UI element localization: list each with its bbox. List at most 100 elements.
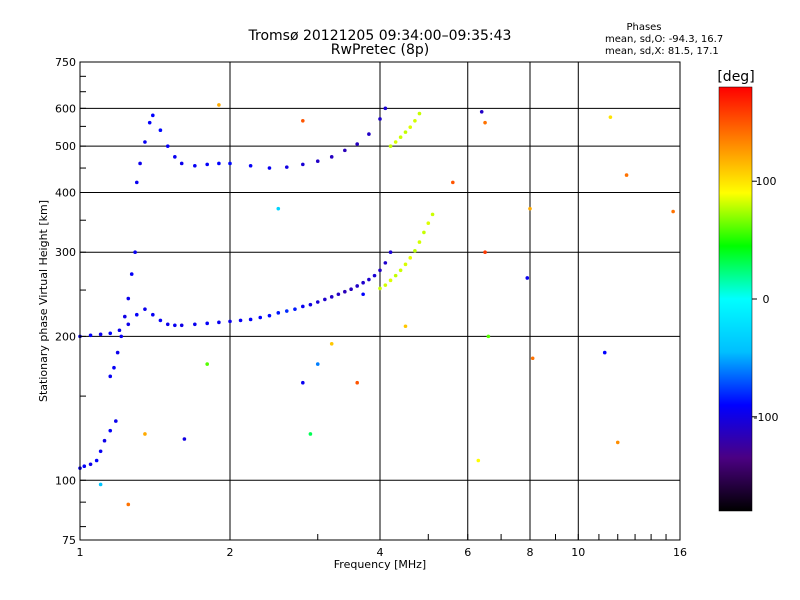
echo-point [205, 362, 209, 366]
y-axis-title: Stationary phase Virtual Height [km] [37, 200, 50, 402]
echo-point [528, 206, 532, 211]
echo-point [451, 180, 455, 185]
echo-point [408, 256, 413, 260]
y-tick-label: 300 [55, 246, 76, 259]
echo-point [205, 162, 209, 167]
echo-point [182, 437, 187, 441]
echo-point [88, 462, 93, 467]
echo-point [284, 309, 289, 313]
echo-point [367, 277, 371, 282]
echo-point [193, 163, 197, 168]
echo-point [383, 261, 388, 265]
x-axis-title: Frequency [MHz] [334, 558, 426, 571]
echo-point [479, 110, 484, 114]
echo-point [301, 304, 305, 309]
echo-point [126, 296, 131, 301]
echo-point [426, 221, 431, 226]
echo-point [151, 312, 155, 317]
echo-point [126, 502, 131, 507]
colorbar: [deg] 100 0 -100 [717, 69, 779, 512]
echo-point [525, 276, 530, 280]
echo-point [476, 458, 481, 463]
echo-point [173, 155, 177, 159]
colorbar-tick-label: 100 [756, 175, 777, 188]
echo-point [258, 315, 263, 320]
echo-point [82, 464, 87, 469]
echo-point [117, 328, 122, 333]
echo-point [98, 482, 103, 487]
echo-point [143, 432, 147, 436]
echo-point [119, 334, 124, 339]
echo-point [238, 318, 243, 323]
echo-point [483, 120, 487, 125]
colorbar-tick-label: 0 [763, 293, 770, 306]
echo-point [179, 323, 184, 328]
echo-point [430, 212, 435, 217]
echo-point [408, 125, 413, 129]
echo-point [88, 333, 93, 338]
echo-point [217, 161, 221, 166]
echo-point [284, 165, 289, 169]
chart-title: Tromsø 20121205 09:34:00–09:35:43 [248, 28, 512, 44]
echo-point [165, 144, 170, 148]
echo-point [383, 106, 388, 111]
echo-point [608, 115, 613, 119]
echo-point [378, 268, 382, 273]
echo-point [378, 117, 382, 121]
echo-point [122, 314, 127, 319]
echo-point [388, 278, 393, 283]
echo-point [248, 317, 253, 322]
colorbar-tick-label: -100 [754, 411, 779, 424]
echo-point [112, 365, 116, 370]
echo-point [193, 322, 197, 327]
gridlines [80, 62, 680, 540]
echo-point [403, 130, 408, 134]
echo-point [413, 249, 417, 253]
echo-point [343, 289, 347, 294]
echo-point [329, 341, 334, 346]
echo-point [267, 166, 272, 170]
echo-point [98, 332, 103, 337]
echo-point [530, 356, 535, 361]
echo-point [94, 458, 99, 463]
echo-point [151, 113, 155, 118]
echo-point [217, 320, 221, 325]
echo-point [355, 380, 359, 385]
echo-point [615, 440, 620, 445]
echo-point [323, 297, 327, 302]
y-tick-label: 200 [55, 330, 76, 343]
y-axis: 75 100 200 300 400 500 600 750 [55, 56, 86, 547]
echo-point [349, 287, 353, 292]
echo-point [267, 313, 272, 318]
echo-point [315, 300, 320, 304]
echo-point [114, 419, 118, 423]
y-tick-label: 400 [55, 186, 76, 199]
echo-point [217, 103, 221, 107]
echo-point [205, 321, 209, 326]
echo-point [367, 132, 371, 136]
x-tick-label: 10 [571, 546, 585, 559]
echo-point [126, 322, 131, 327]
echo-point [383, 283, 388, 287]
echo-point [108, 331, 113, 336]
echo-point [228, 161, 232, 166]
colorbar-label: [deg] [717, 69, 754, 85]
echo-point [173, 323, 177, 328]
x-tick-label: 2 [227, 546, 234, 559]
echo-point [301, 162, 305, 167]
x-tick-label: 4 [377, 546, 384, 559]
echo-point [361, 292, 365, 297]
echo-point [147, 120, 152, 125]
stats-heading: Phases [626, 22, 661, 33]
echo-point [293, 307, 297, 311]
echo-point [403, 262, 408, 267]
echo-point [158, 318, 163, 323]
echo-point [143, 140, 147, 144]
echo-point [308, 302, 313, 307]
echo-point [301, 119, 305, 123]
echo-point [417, 111, 422, 116]
echo-point [403, 324, 408, 329]
echo-point [486, 334, 491, 339]
echo-point [398, 135, 403, 140]
